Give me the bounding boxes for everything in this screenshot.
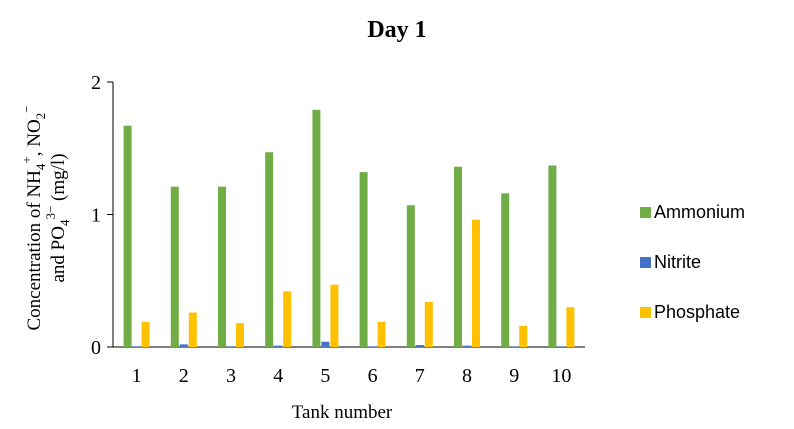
bar-nitrite-7 [415, 345, 424, 347]
legend: Ammonium Nitrite Phosphate [640, 202, 745, 322]
bar-ammonium-2 [170, 186, 179, 347]
bars [123, 109, 575, 347]
bar-phosphate-7 [424, 301, 433, 347]
y-axis-label-line1: Concentration of NH4+, NO2− [19, 105, 48, 330]
bar-ammonium-3 [218, 186, 226, 347]
y-axis-label: Concentration of NH4+, NO2− and PO43− (m… [19, 105, 72, 330]
x-tick-label: 7 [415, 365, 425, 387]
bar-phosphate-8 [472, 219, 480, 347]
bar-phosphate-4 [283, 291, 292, 347]
legend-swatch-ammonium [640, 207, 651, 218]
legend-swatch-nitrite [640, 257, 651, 268]
bar-nitrite-3 [227, 346, 235, 347]
x-tick-labels: 1 2 3 4 5 6 7 8 9 10 [132, 365, 572, 387]
legend-label-ammonium: Ammonium [654, 202, 745, 222]
bar-nitrite-4 [274, 345, 283, 347]
bar-phosphate-5 [330, 284, 339, 347]
x-tick-label: 5 [320, 365, 330, 387]
legend-swatch-phosphate [640, 307, 651, 318]
bar-ammonium-8 [454, 166, 462, 347]
bar-ammonium-1 [123, 125, 132, 347]
bar-phosphate-2 [188, 312, 197, 347]
x-tick-label: 8 [462, 365, 472, 387]
bar-nitrite-8 [463, 345, 471, 347]
bar-phosphate-10 [566, 307, 575, 347]
y-tick-label: 0 [91, 337, 101, 359]
bar-ammonium-10 [548, 165, 557, 347]
x-tick-label: 4 [273, 365, 283, 387]
bar-nitrite-10 [557, 346, 566, 347]
bar-phosphate-1 [141, 321, 150, 347]
x-tick-label: 3 [226, 365, 236, 387]
legend-label-phosphate: Phosphate [654, 302, 740, 322]
bar-ammonium-6 [359, 172, 368, 347]
bar-nitrite-9 [510, 346, 519, 347]
bar-ammonium-4 [265, 152, 274, 347]
y-tick-label: 2 [91, 72, 101, 94]
bar-phosphate-6 [377, 321, 386, 347]
x-tick-label: 2 [179, 365, 189, 387]
bar-nitrite-1 [132, 346, 141, 347]
bar-nitrite-6 [368, 346, 377, 347]
bar-nitrite-2 [179, 344, 188, 347]
bar-ammonium-5 [312, 109, 321, 347]
y-tick-label: 1 [91, 205, 101, 227]
x-tick-label: 10 [551, 365, 571, 387]
bar-nitrite-5 [321, 341, 330, 347]
y-tick-labels: 0 1 2 [91, 72, 101, 359]
bar-ammonium-9 [501, 193, 510, 347]
bar-phosphate-3 [236, 323, 244, 347]
x-axis-label: Tank number [292, 402, 393, 423]
legend-label-nitrite: Nitrite [654, 252, 701, 272]
x-tick-label: 6 [368, 365, 378, 387]
x-tick-label: 1 [132, 365, 142, 387]
chart-title: Day 1 [367, 17, 426, 43]
x-tick-label: 9 [509, 365, 519, 387]
bar-phosphate-9 [519, 325, 528, 347]
bar-ammonium-7 [406, 205, 415, 347]
y-axis-label-line2: and PO43− (mg/l) [43, 153, 72, 282]
